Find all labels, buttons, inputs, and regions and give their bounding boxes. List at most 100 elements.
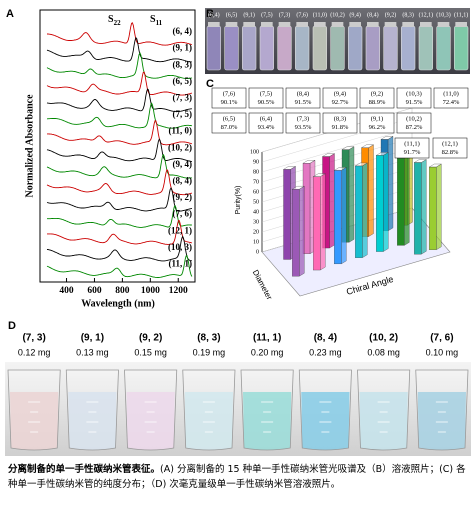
annotation-sub: 22 [114, 19, 122, 27]
panel-a-frame [39, 9, 196, 283]
value-box [396, 112, 432, 134]
spectrum [46, 254, 193, 278]
spectrum [47, 22, 193, 46]
vial-label: (7,3) [279, 11, 291, 18]
bar-top [413, 159, 427, 163]
x-tick-label: 1200 [169, 286, 188, 296]
beaker-label: (8, 3) [197, 333, 220, 344]
spectrum [46, 187, 192, 212]
category-label: (6,4) [260, 115, 272, 122]
bar-top [380, 136, 394, 140]
beaker-glass [240, 369, 294, 451]
series-label: (9, 4) [173, 159, 193, 169]
bar-top [333, 167, 347, 171]
bar-top [341, 146, 355, 150]
beaker-glass [65, 369, 119, 451]
bar-top [291, 186, 305, 190]
panel-label: B [206, 8, 214, 20]
spectrum [47, 102, 193, 129]
series-label: (11, 0) [169, 126, 193, 136]
bar-side [362, 162, 368, 258]
y-tick-label: 20 [253, 229, 259, 235]
x-tick-label: 1000 [141, 286, 160, 296]
value-box [211, 87, 247, 109]
bar-front [313, 176, 321, 271]
vial-cap [402, 22, 414, 27]
series-label: (12, 1) [168, 225, 192, 235]
vial [242, 25, 257, 71]
bar-front [283, 169, 291, 260]
vial-cap [384, 22, 397, 27]
value-label: 91.5% [295, 99, 312, 106]
spectrum [46, 71, 193, 96]
vial-label: (10,2) [330, 11, 345, 18]
beaker-liquid [10, 392, 59, 450]
value-label: 91.7% [404, 149, 421, 156]
spectrum [46, 88, 192, 113]
spectrum [46, 235, 193, 262]
z-axis-label: Diameter [251, 268, 274, 301]
bar-side [368, 144, 374, 237]
beaker-marks [86, 401, 99, 433]
bar [312, 173, 326, 271]
spectrum [46, 37, 192, 63]
band-annotation: S11 [150, 14, 163, 26]
value-label: 93.5% [295, 124, 312, 131]
bar-side [348, 146, 355, 243]
vial [436, 25, 451, 71]
vial-cap [349, 22, 361, 27]
bar-front [397, 158, 405, 246]
y-tick-label: 10 [253, 239, 259, 245]
vial-cap [208, 22, 220, 27]
spectrum [47, 204, 192, 228]
vial [295, 25, 310, 71]
vial-label: (11,1) [454, 11, 468, 18]
vial-cap [367, 22, 379, 27]
value-box [359, 87, 395, 109]
beaker-label: (7, 6) [430, 333, 453, 344]
bar-top [360, 144, 375, 148]
bar [354, 162, 368, 258]
value-box [322, 87, 358, 109]
vial-cap [243, 22, 255, 27]
value-box [359, 112, 395, 134]
x-axis-label: Wavelength (nm) [81, 298, 155, 309]
beaker-glass [182, 369, 236, 451]
value-label: 90.5% [258, 99, 275, 106]
spectrum [46, 169, 193, 196]
band-annotation: S22 [108, 14, 121, 26]
bar [321, 153, 336, 249]
caption-bold: 分离制备的单一手性碳纳米管表征。 [8, 464, 161, 475]
beaker-marks [202, 401, 215, 433]
bar-front [429, 166, 437, 250]
bar-top [354, 162, 368, 167]
spectrum [46, 138, 192, 162]
vial-cap [225, 22, 238, 27]
vial [206, 25, 221, 71]
value-box [285, 87, 321, 109]
beaker-marks [28, 401, 41, 433]
bar-top [302, 160, 316, 164]
vial-label: (6,4) [208, 11, 220, 18]
value-label: 90.1% [221, 99, 238, 106]
bar-side [383, 152, 389, 252]
category-label: (10,3) [406, 90, 422, 97]
y-tick-label: 40 [253, 209, 259, 215]
panel-label: A [6, 8, 14, 20]
vial-label: (12,1) [419, 11, 434, 18]
vial-cap [437, 22, 450, 27]
series-label: (8, 4) [173, 175, 193, 185]
value-label: 93.4% [258, 124, 275, 131]
value-label: 72.4% [443, 99, 460, 106]
vial-label: (9,1) [243, 11, 255, 18]
beaker-mass: 0.12 mg [18, 347, 51, 357]
bar-top [428, 163, 442, 168]
vial-label: (10,3) [436, 11, 451, 18]
beaker-glass [124, 369, 178, 451]
bar-front [334, 170, 342, 265]
series-label: (6, 5) [173, 76, 193, 86]
series-label: (7, 5) [173, 109, 193, 119]
beaker-mass: 0.20 mg [251, 347, 284, 357]
vial [348, 25, 363, 71]
